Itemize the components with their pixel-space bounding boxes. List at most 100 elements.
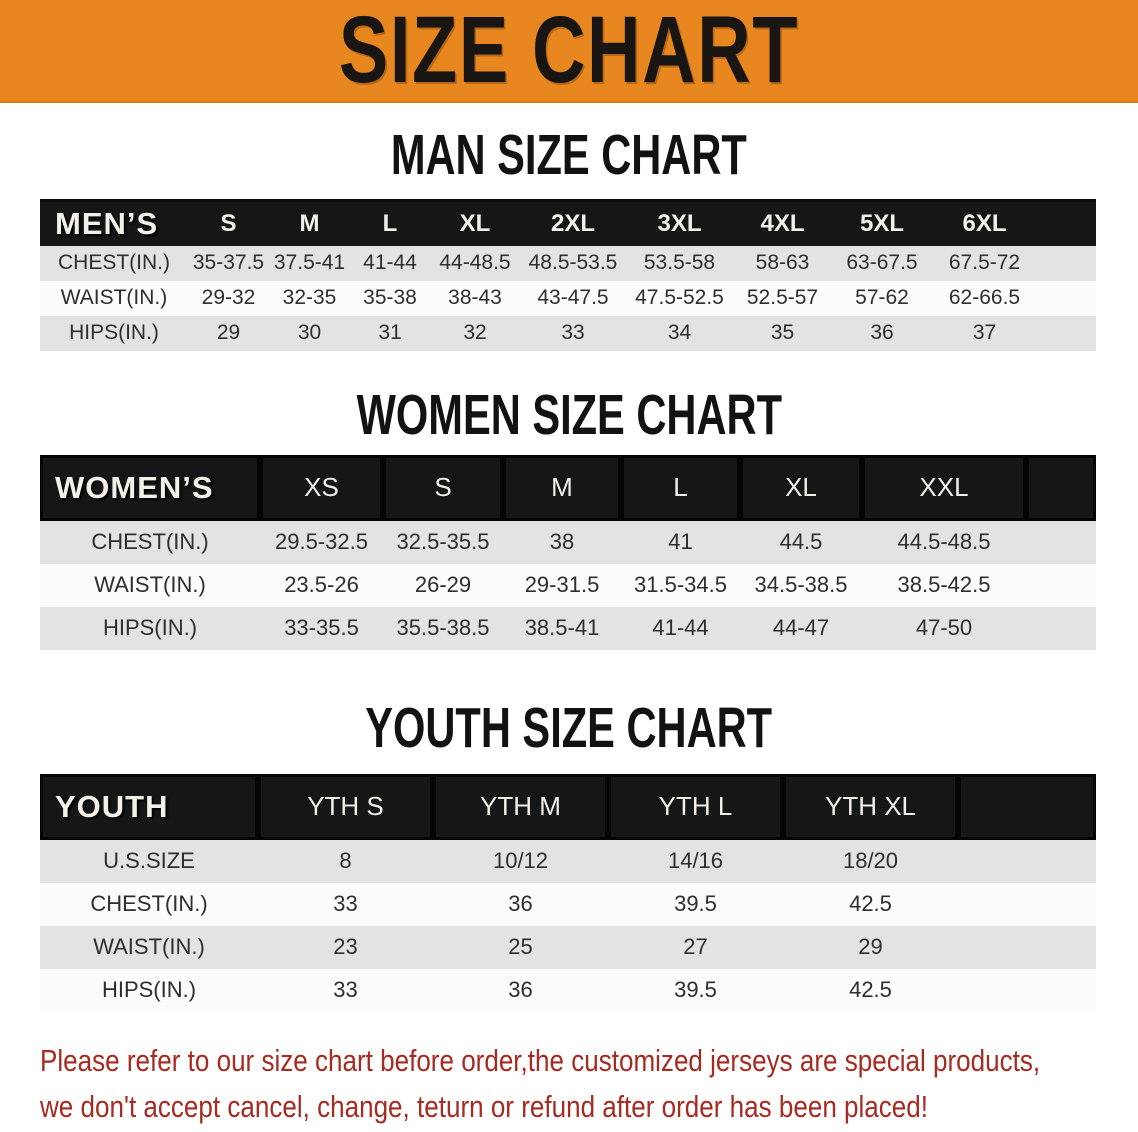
spacer-cell — [1037, 245, 1096, 281]
value-cell: 43-47.5 — [520, 280, 626, 316]
youth-col-m: YTH M — [433, 773, 608, 840]
mens-col-l: L — [350, 200, 430, 246]
spacer-cell — [1037, 280, 1096, 316]
value-cell: 31.5-34.5 — [621, 563, 740, 607]
value-cell: 33 — [520, 315, 626, 351]
value-cell: 42.5 — [783, 882, 958, 926]
value-cell: 41-44 — [350, 245, 430, 281]
row-label-cell: HIPS(IN.) — [40, 315, 188, 351]
youth-hips-row: HIPS(IN.) 33 36 39.5 42.5 — [40, 968, 1096, 1012]
row-label-cell: U.S.SIZE — [40, 839, 258, 883]
value-cell: 67.5-72 — [932, 245, 1037, 281]
mens-col-xl: XL — [430, 200, 520, 246]
value-cell: 44-48.5 — [430, 245, 520, 281]
value-cell: 29 — [783, 925, 958, 969]
value-cell: 29.5-32.5 — [260, 520, 383, 564]
value-cell: 29-31.5 — [503, 563, 621, 607]
value-cell: 62-66.5 — [932, 280, 1037, 316]
value-cell: 36 — [832, 315, 932, 351]
youth-header-row: YOUTH YTH S YTH M YTH L YTH XL — [40, 773, 1096, 840]
disclaimer-line-1: Please refer to our size chart before or… — [40, 1042, 1041, 1078]
row-label-cell: WAIST(IN.) — [40, 563, 260, 607]
value-cell: 25 — [433, 925, 608, 969]
value-cell: 10/12 — [433, 839, 608, 883]
value-cell: 48.5-53.5 — [520, 245, 626, 281]
womens-section-heading: WOMEN SIZE CHART — [0, 386, 1138, 443]
value-cell: 35.5-38.5 — [383, 606, 503, 650]
value-cell: 44.5 — [740, 520, 862, 564]
mens-col-2xl: 2XL — [520, 200, 626, 246]
value-cell: 33 — [258, 968, 433, 1012]
value-cell: 34.5-38.5 — [740, 563, 862, 607]
value-cell: 36 — [433, 968, 608, 1012]
value-cell: 33 — [258, 882, 433, 926]
row-label-cell: WAIST(IN.) — [40, 280, 188, 316]
disclaimer: Please refer to our size chart before or… — [40, 1038, 1138, 1130]
value-cell: 32.5-35.5 — [383, 520, 503, 564]
womens-col-l: L — [621, 454, 740, 521]
row-label-cell: WAIST(IN.) — [40, 925, 258, 969]
value-cell: 57-62 — [832, 280, 932, 316]
value-cell: 31 — [350, 315, 430, 351]
row-label-cell: HIPS(IN.) — [40, 968, 258, 1012]
value-cell: 44-47 — [740, 606, 862, 650]
youth-col-l: YTH L — [608, 773, 783, 840]
womens-col-m: M — [503, 454, 621, 521]
value-cell: 29 — [188, 315, 269, 351]
value-cell: 34 — [626, 315, 733, 351]
value-cell: 38 — [503, 520, 621, 564]
value-cell: 41-44 — [621, 606, 740, 650]
womens-hips-row: HIPS(IN.) 33-35.5 35.5-38.5 38.5-41 41-4… — [40, 606, 1096, 650]
value-cell: 32 — [430, 315, 520, 351]
spacer-cell — [958, 839, 1096, 883]
mens-waist-row: WAIST(IN.) 29-32 32-35 35-38 38-43 43-47… — [40, 280, 1096, 316]
value-cell: 47.5-52.5 — [626, 280, 733, 316]
value-cell: 30 — [269, 315, 350, 351]
womens-chest-row: CHEST(IN.) 29.5-32.5 32.5-35.5 38 41 44.… — [40, 520, 1096, 564]
value-cell: 53.5-58 — [626, 245, 733, 281]
value-cell: 35-38 — [350, 280, 430, 316]
value-cell: 37 — [932, 315, 1037, 351]
mens-chest-row: CHEST(IN.) 35-37.5 37.5-41 41-44 44-48.5… — [40, 245, 1096, 281]
spacer-cell — [1026, 563, 1096, 607]
spacer-cell — [1026, 454, 1096, 521]
value-cell: 39.5 — [608, 968, 783, 1012]
value-cell: 26-29 — [383, 563, 503, 607]
value-cell: 29-32 — [188, 280, 269, 316]
value-cell: 8 — [258, 839, 433, 883]
spacer-cell — [1037, 200, 1096, 246]
womens-col-xs: XS — [260, 454, 383, 521]
value-cell: 41 — [621, 520, 740, 564]
value-cell: 63-67.5 — [832, 245, 932, 281]
youth-ussize-row: U.S.SIZE 8 10/12 14/16 18/20 — [40, 839, 1096, 883]
womens-col-xxl: XXL — [862, 454, 1026, 521]
womens-header-row: WOMEN’S XS S M L XL XXL — [40, 454, 1096, 521]
value-cell: 37.5-41 — [269, 245, 350, 281]
mens-hips-row: HIPS(IN.) 29 30 31 32 33 34 35 36 37 — [40, 315, 1096, 351]
youth-section-heading: YOUTH SIZE CHART — [0, 699, 1138, 756]
value-cell: 39.5 — [608, 882, 783, 926]
mens-section-heading: MAN SIZE CHART — [0, 127, 1138, 184]
mens-col-4xl: 4XL — [733, 200, 832, 246]
spacer-cell — [1026, 606, 1096, 650]
youth-col-s: YTH S — [258, 773, 433, 840]
disclaimer-line-2: we don't accept cancel, change, teturn o… — [40, 1088, 929, 1124]
youth-header-label: YOUTH — [40, 773, 258, 840]
mens-size-table: MEN’S S M L XL 2XL 3XL 4XL 5XL 6XL CHEST… — [40, 199, 1096, 351]
mens-col-5xl: 5XL — [832, 200, 932, 246]
mens-header-label: MEN’S — [40, 200, 188, 246]
womens-col-xl: XL — [740, 454, 862, 521]
value-cell: 38.5-42.5 — [862, 563, 1026, 607]
womens-header-label: WOMEN’S — [40, 454, 260, 521]
page-title: SIZE CHART — [338, 0, 800, 103]
value-cell: 44.5-48.5 — [862, 520, 1026, 564]
mens-col-3xl: 3XL — [626, 200, 733, 246]
value-cell: 33-35.5 — [260, 606, 383, 650]
spacer-cell — [958, 925, 1096, 969]
value-cell: 27 — [608, 925, 783, 969]
value-cell: 23 — [258, 925, 433, 969]
value-cell: 35 — [733, 315, 832, 351]
value-cell: 47-50 — [862, 606, 1026, 650]
row-label-cell: CHEST(IN.) — [40, 520, 260, 564]
value-cell: 58-63 — [733, 245, 832, 281]
